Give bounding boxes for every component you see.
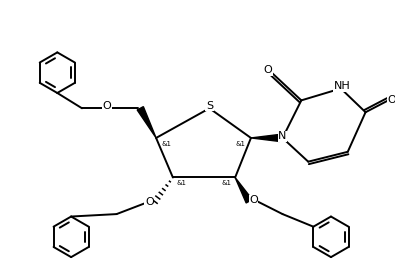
Text: O: O [145,197,154,207]
Text: O: O [102,101,111,111]
Text: O: O [388,95,395,105]
Text: S: S [206,101,213,111]
Text: NH: NH [334,81,350,91]
Text: N: N [278,131,287,142]
Text: &1: &1 [162,141,172,147]
Polygon shape [235,177,252,203]
Text: O: O [263,65,272,75]
Polygon shape [251,134,279,142]
Text: &1: &1 [235,141,245,147]
Polygon shape [137,107,156,138]
Text: O: O [249,196,258,205]
Text: &1: &1 [177,180,186,186]
Text: &1: &1 [222,180,231,186]
